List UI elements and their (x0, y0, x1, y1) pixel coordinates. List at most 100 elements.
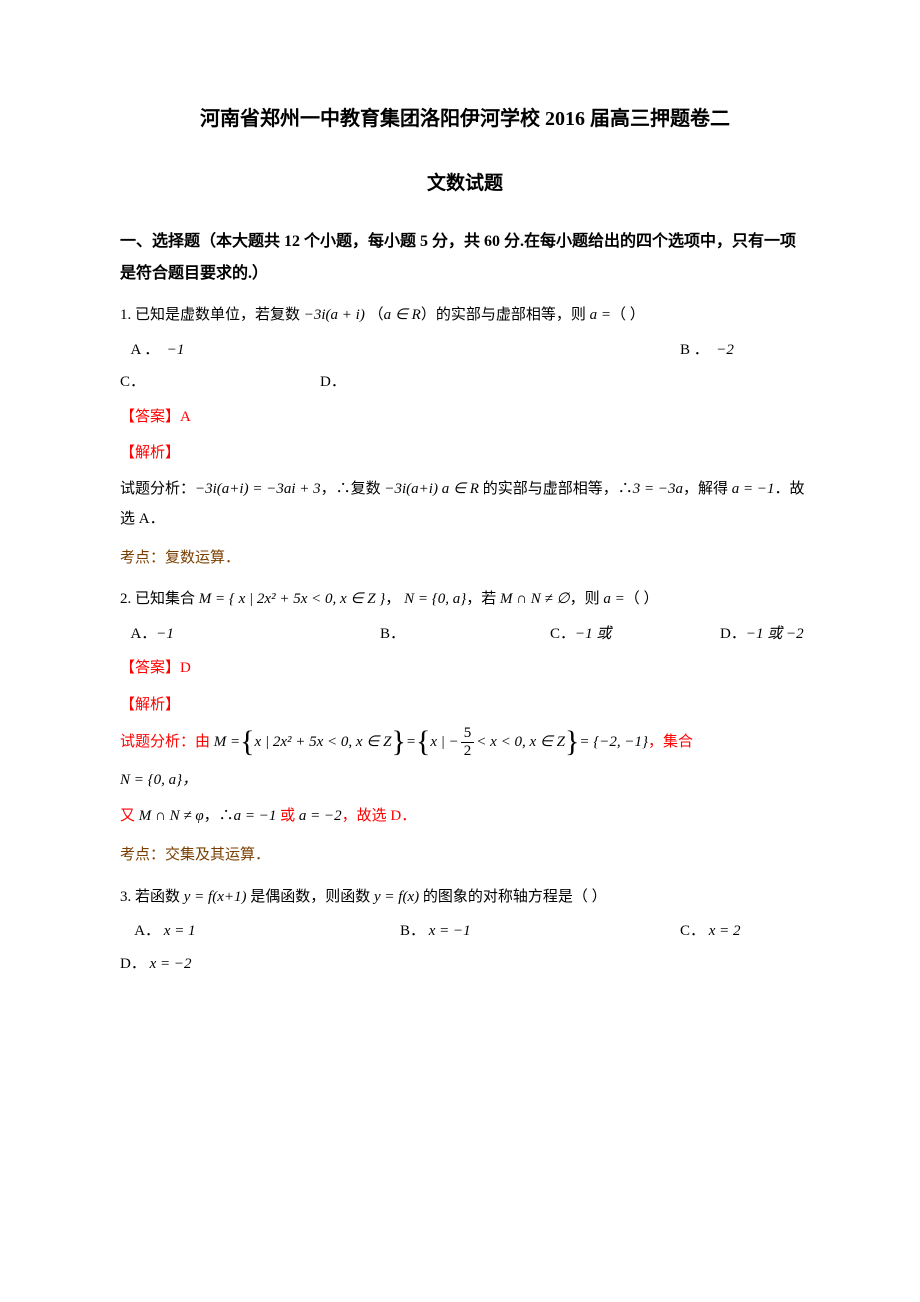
q2-line2-a1: a = −1 (234, 808, 277, 824)
q2-opt-c: C．−1 或 (550, 620, 720, 649)
q3-stem-post: 的图象的对称轴方程是（ ） (419, 889, 607, 905)
q2-paren: （ ） (625, 591, 659, 607)
q1-opt-c-label: C． (120, 374, 145, 390)
q2-line2-cond: M ∩ N ≠ φ (139, 808, 204, 824)
rbrace-icon: } (391, 727, 405, 757)
q2-line2-a2: a = −2 (299, 808, 342, 824)
q1-stem-mid: （ (369, 307, 384, 323)
q2-analysis-line1: 试题分析：由 M = { x | 2x² + 5x < 0, x ∈ Z } =… (120, 725, 810, 759)
q2-eq2: = {−2, −1} (579, 727, 648, 757)
page-subtitle: 文数试题 (120, 166, 810, 202)
q1-opt-a-val: −1 (167, 342, 185, 358)
q1-paren: （ ） (611, 307, 645, 323)
q2-opt-c-val: −1 或 (575, 626, 611, 642)
q1-var: a = (590, 307, 611, 323)
q2-var: a = (603, 591, 624, 607)
q1-cond: a ∈ R (384, 307, 421, 323)
q1-opt-b-label: B ． (680, 342, 709, 358)
q1-analysis-mid3: ，解得 (683, 481, 732, 497)
q2-opt-a: A．−1 (120, 620, 380, 649)
q3-opt-a-label: A． (134, 923, 160, 939)
q1-expr: −3i(a + i) (304, 307, 365, 323)
q2-set-n: N = {0, a} (404, 591, 466, 607)
q2-opt-b: B． (380, 620, 550, 649)
fraction: 52 (461, 725, 475, 759)
q3-opt-c-val: x = 2 (709, 923, 741, 939)
q1-analysis: 试题分析：−3i(a+i) = −3ai + 3，∴复数 −3i(a+i) a … (120, 474, 810, 534)
section-header: 一、选择题（本大题共 12 个小题，每小题 5 分，共 60 分.在每小题给出的… (120, 226, 810, 290)
q3-opt-d-val: x = −2 (150, 956, 192, 972)
q1-opt-b-val: −2 (716, 342, 734, 358)
q1-opt-d-label: D． (320, 374, 346, 390)
q1-analysis-mid1: ，∴复数 (321, 481, 385, 497)
q3-opt-a: A． x = 1 (120, 917, 400, 946)
q3-stem-mid: 是偶函数，则函数 (246, 889, 374, 905)
question-1: 1. 已知是虚数单位，若复数 −3i(a + i) （a ∈ R）的实部与虚部相… (120, 300, 810, 332)
q1-analysis-eq3: a = −1 (732, 481, 775, 497)
q2-m-inner2-post: < x < 0, x ∈ Z (476, 727, 565, 757)
frac-num: 5 (461, 725, 475, 743)
q2-sep1: ， (385, 591, 404, 607)
q2-opt-d: D．−1 或 −2 (720, 620, 804, 649)
question-3: 3. 若函数 y = f(x+1) 是偶函数，则函数 y = f(x) 的图象的… (120, 882, 810, 914)
q2-tail1: ，集合 (648, 734, 693, 750)
frac-den: 2 (461, 743, 475, 760)
q2-kaodian: 考点：交集及其运算． (120, 841, 810, 870)
q1-stem-pre: 1. 已知是虚数单位，若复数 (120, 307, 304, 323)
q2-opt-a-val: −1 (156, 626, 174, 642)
q2-options-row: A．−1 B． C．−1 或 D．−1 或 −2 (120, 620, 810, 649)
q1-analysis-eq: −3i(a+i) = −3ai + 3 (195, 481, 321, 497)
q3-opt-c-label: C． (680, 923, 705, 939)
q3-opt-a-val: x = 1 (164, 923, 196, 939)
q2-line2-or: 或 (276, 808, 299, 824)
q2-line2-end: ，故选 D． (342, 808, 417, 824)
q2-answer: 【答案】D (120, 654, 810, 683)
q2-stem-post: ，则 (570, 591, 604, 607)
q2-opt-b-label: B． (380, 626, 405, 642)
q1-kaodian: 考点：复数运算． (120, 544, 810, 573)
q1-analysis-mid2: 的实部与虚部相等，∴ (479, 481, 633, 497)
q2-opt-a-label: A． (130, 626, 156, 642)
q3-options-row1: A． x = 1 B． x = −1 C． x = 2 (120, 917, 810, 946)
q3-opt-b-val: x = −1 (429, 923, 471, 939)
q1-analysis-eq2: 3 = −3a (633, 481, 683, 497)
q3-options-row2: D． x = −2 (120, 950, 810, 979)
q1-options-row2: C． D． (120, 368, 810, 397)
q2-opt-d-label: D． (720, 626, 746, 642)
q3-expr1: y = f(x+1) (184, 889, 247, 905)
q2-analysis-pre: 试题分析：由 (120, 734, 214, 750)
q2-line2-pre: 又 (120, 808, 139, 824)
q2-eq1: = (406, 727, 416, 757)
q2-analysis-line2: 又 M ∩ N ≠ φ，∴a = −1 或 a = −2，故选 D． (120, 801, 810, 831)
q2-m-inner1: x | 2x² + 5x < 0, x ∈ Z (255, 727, 392, 757)
q1-opt-d: D． (320, 368, 346, 397)
q2-n-line: N = {0, a}， (120, 765, 810, 795)
page-title: 河南省郑州一中教育集团洛阳伊河学校 2016 届高三押题卷二 (120, 100, 810, 138)
question-2: 2. 已知集合 M = { x | 2x² + 5x < 0, x ∈ Z }，… (120, 584, 810, 616)
q2-cond: M ∩ N ≠ ∅ (500, 591, 570, 607)
rbrace-icon: } (565, 727, 579, 757)
q3-stem-pre: 3. 若函数 (120, 889, 184, 905)
q2-sep2: ，若 (466, 591, 500, 607)
q2-set-m: M = { x | 2x² + 5x < 0, x ∈ Z } (199, 591, 386, 607)
q3-expr2: y = f(x) (374, 889, 419, 905)
q2-line2-mid: ，∴ (204, 808, 234, 824)
q2-opt-c-label: C． (550, 626, 575, 642)
q2-stem-pre: 2. 已知集合 (120, 591, 199, 607)
lbrace-icon: { (416, 727, 430, 757)
q2-m-inner2-pre: x | − (430, 727, 458, 757)
q1-options-row1: A ． −1 B ． −2 (120, 336, 810, 365)
q3-opt-c: C． x = 2 (680, 917, 741, 946)
q3-opt-d-label: D． (120, 956, 146, 972)
q1-analysis-label: 【解析】 (120, 439, 810, 468)
q2-opt-d-val: −1 或 −2 (746, 626, 804, 642)
lbrace-icon: { (240, 727, 254, 757)
q3-opt-b-label: B． (400, 923, 425, 939)
q1-analysis-pre: 试题分析： (120, 481, 195, 497)
q2-analysis-label: 【解析】 (120, 691, 810, 720)
q2-m-pre: M = (214, 727, 240, 757)
q1-opt-a-label: A ． (130, 342, 159, 358)
q1-stem-post: ）的实部与虚部相等，则 (421, 307, 590, 323)
q1-opt-c: C． (120, 368, 320, 397)
q1-opt-a: A ． −1 (120, 336, 680, 365)
